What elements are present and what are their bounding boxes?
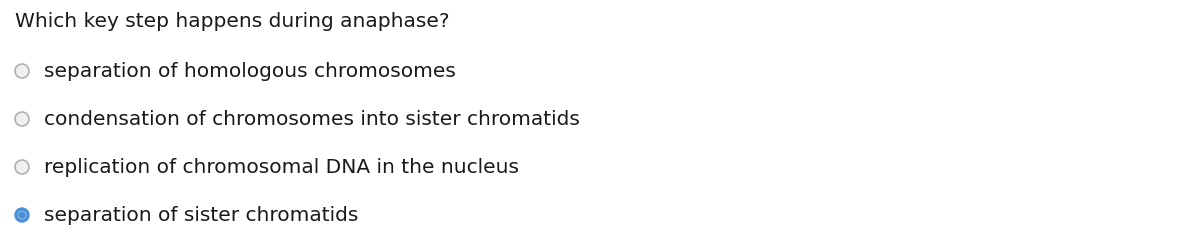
Ellipse shape bbox=[19, 212, 25, 218]
Text: Which key step happens during anaphase?: Which key step happens during anaphase? bbox=[14, 12, 450, 31]
Ellipse shape bbox=[18, 212, 25, 219]
Text: replication of chromosomal DNA in the nucleus: replication of chromosomal DNA in the nu… bbox=[44, 158, 520, 177]
Ellipse shape bbox=[14, 160, 29, 174]
Text: separation of homologous chromosomes: separation of homologous chromosomes bbox=[44, 62, 456, 81]
Text: condensation of chromosomes into sister chromatids: condensation of chromosomes into sister … bbox=[44, 110, 580, 129]
Ellipse shape bbox=[14, 112, 29, 126]
Text: separation of sister chromatids: separation of sister chromatids bbox=[44, 206, 359, 225]
Ellipse shape bbox=[14, 208, 29, 222]
Ellipse shape bbox=[14, 65, 29, 79]
